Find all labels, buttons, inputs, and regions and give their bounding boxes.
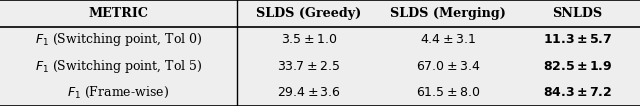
Text: $29.4 \pm 3.6$: $29.4 \pm 3.6$	[277, 86, 340, 99]
Text: $F_1$ (Switching point, Tol 5): $F_1$ (Switching point, Tol 5)	[35, 58, 202, 75]
Text: $4.4 \pm 3.1$: $4.4 \pm 3.1$	[420, 33, 476, 46]
Text: $61.5 \pm 8.0$: $61.5 \pm 8.0$	[416, 86, 480, 99]
Text: $\mathbf{82.5 \pm 1.9}$: $\mathbf{82.5 \pm 1.9}$	[543, 60, 612, 73]
Text: $\mathbf{84.3 \pm 7.2}$: $\mathbf{84.3 \pm 7.2}$	[543, 86, 612, 99]
Text: $67.0 \pm 3.4$: $67.0 \pm 3.4$	[416, 60, 480, 73]
Text: $\mathbf{11.3 \pm 5.7}$: $\mathbf{11.3 \pm 5.7}$	[543, 33, 612, 46]
Text: SLDS (Greedy): SLDS (Greedy)	[256, 7, 362, 20]
Text: $3.5 \pm 1.0$: $3.5 \pm 1.0$	[281, 33, 337, 46]
Text: SNLDS: SNLDS	[552, 7, 603, 20]
Text: $F_1$ (Switching point, Tol 0): $F_1$ (Switching point, Tol 0)	[35, 31, 202, 48]
Text: $F_1$ (Frame-wise): $F_1$ (Frame-wise)	[67, 85, 170, 100]
Text: $33.7 \pm 2.5$: $33.7 \pm 2.5$	[277, 60, 340, 73]
Text: SLDS (Merging): SLDS (Merging)	[390, 7, 506, 20]
Text: METRIC: METRIC	[88, 7, 148, 20]
